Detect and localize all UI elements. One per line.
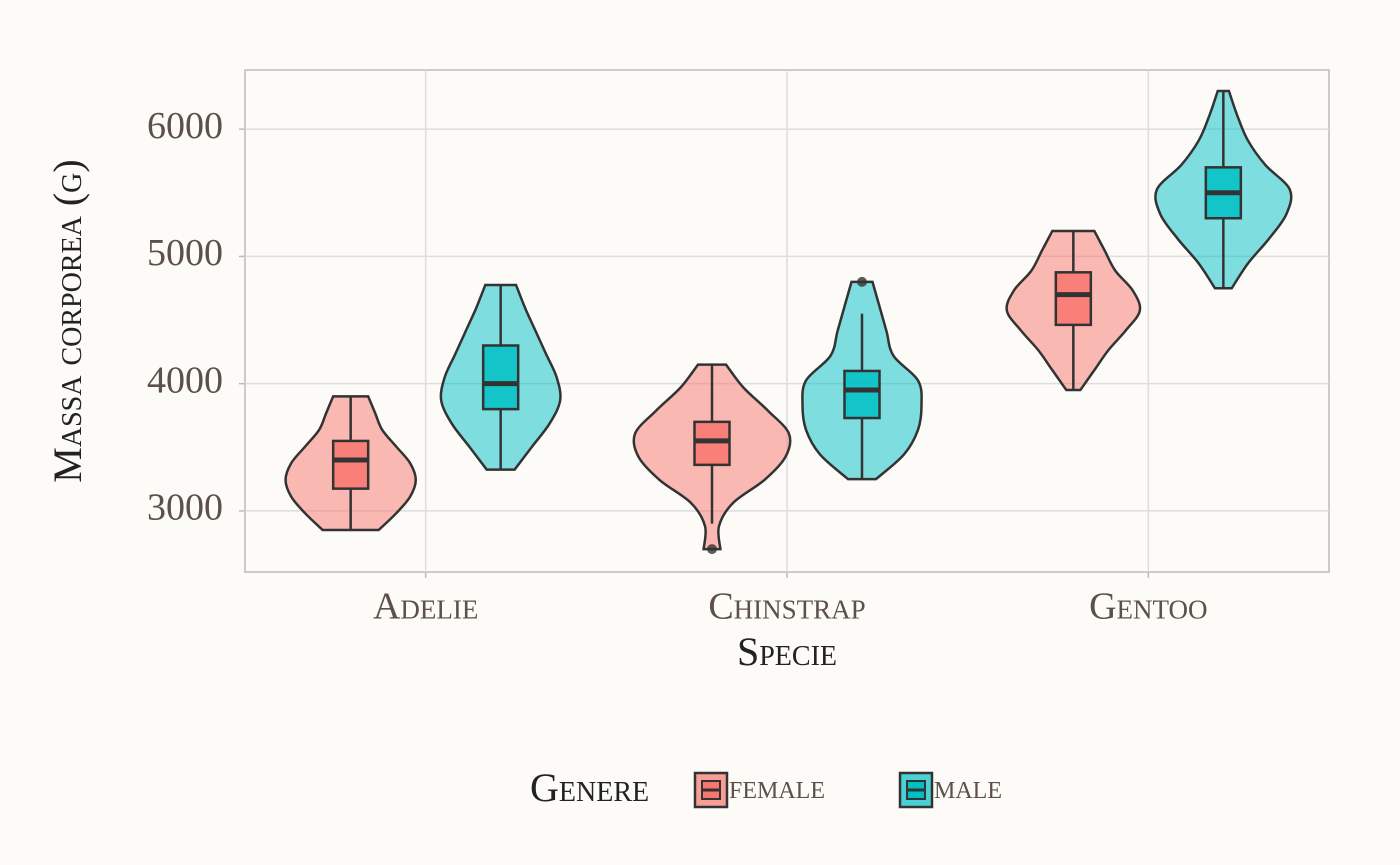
x-tick-label: Gentoo xyxy=(1089,586,1207,628)
legend-title: Genere xyxy=(530,765,649,810)
x-tick-label: Adelie xyxy=(373,586,478,628)
box xyxy=(481,344,520,411)
y-axis-title: Massa corporea (g) xyxy=(45,159,90,482)
x-tick-label: Chinstrap xyxy=(708,586,865,628)
box xyxy=(331,439,370,490)
legend-label: male xyxy=(934,769,1002,806)
x-axis-title: Specie xyxy=(737,629,837,674)
outlier xyxy=(857,276,867,287)
legend-item: female xyxy=(693,769,825,809)
legend-item: male xyxy=(898,769,1002,809)
box xyxy=(1054,271,1093,327)
y-tick-label: 5000 xyxy=(147,232,223,274)
box xyxy=(843,369,881,420)
outlier xyxy=(707,544,717,555)
y-tick-label: 4000 xyxy=(147,359,223,401)
legend-label: female xyxy=(729,769,825,806)
y-tick-label: 3000 xyxy=(147,487,223,529)
y-tick-label: 6000 xyxy=(147,105,223,147)
